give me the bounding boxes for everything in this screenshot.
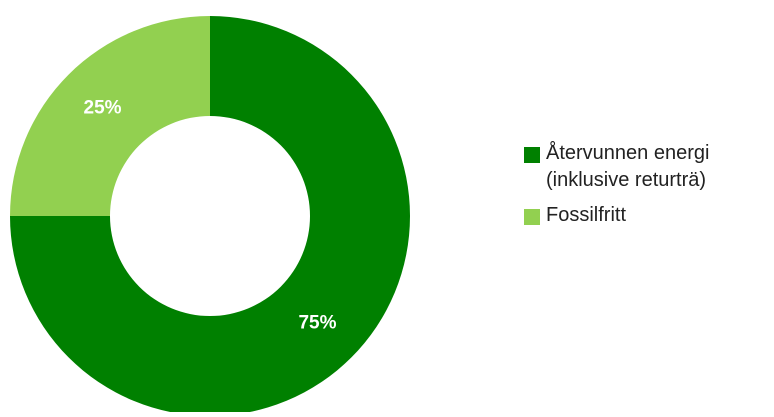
legend-item-fossil-free: Fossilfritt — [524, 202, 774, 229]
legend-label-recycled-energy-line-2: (inklusive returträ) — [546, 169, 707, 191]
legend-swatch-fossil-free — [524, 209, 540, 225]
legend-label-recycled-energy-line-1: Återvunnen energi — [546, 142, 710, 164]
donut-slice-recycled-energy — [10, 16, 410, 416]
donut-slice-fossil-free — [10, 16, 210, 216]
legend-label-fossil-free: Fossilfritt — [546, 204, 626, 226]
legend-item-recycled-energy: Återvunnen energi (inklusive returträ) — [524, 140, 774, 194]
legend: Återvunnen energi (inklusive returträ) F… — [524, 140, 774, 229]
legend-swatch-recycled-energy — [524, 147, 540, 163]
slice-label-recycled-energy: 75% — [298, 312, 336, 333]
slice-label-fossil-free: 25% — [84, 98, 122, 119]
